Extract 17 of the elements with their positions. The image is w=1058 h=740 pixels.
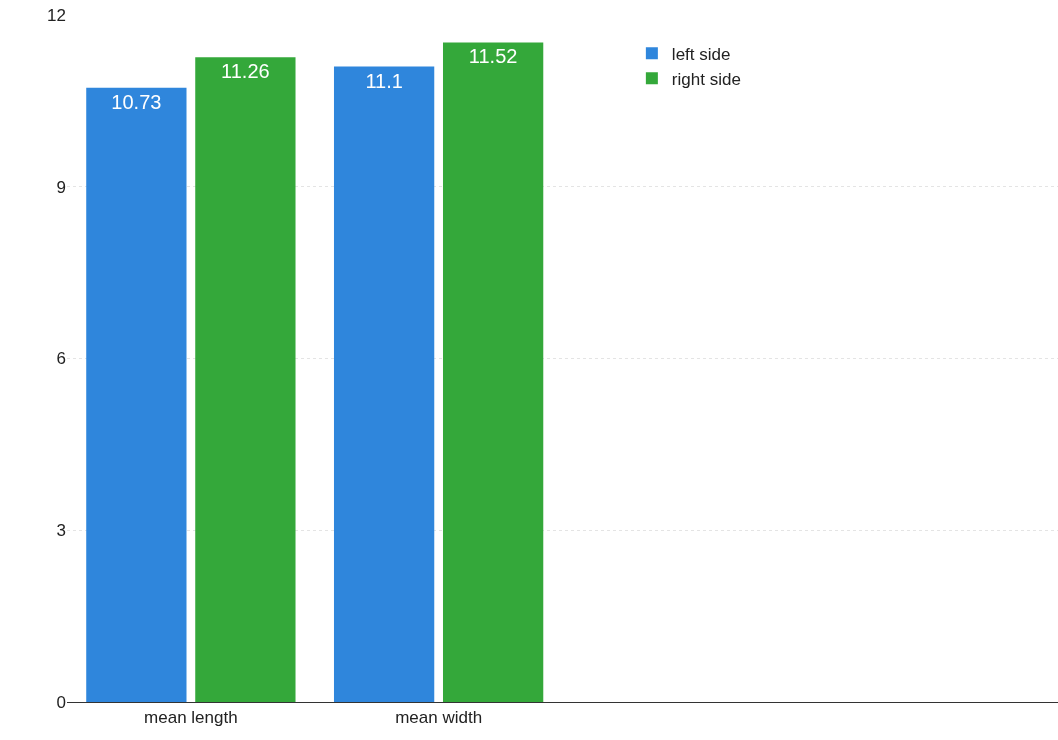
data-label: 11.26 bbox=[221, 60, 270, 83]
data-label: 11.52 bbox=[468, 45, 518, 68]
bar bbox=[442, 42, 544, 702]
x-tick-label: mean width bbox=[395, 708, 483, 728]
y-tick-label: 12 bbox=[47, 5, 66, 25]
bar bbox=[86, 87, 187, 702]
bar bbox=[195, 57, 296, 702]
bar bbox=[333, 66, 435, 702]
legend-label: right side bbox=[671, 69, 741, 89]
y-tick-label: 6 bbox=[56, 349, 66, 369]
y-tick-label: 0 bbox=[56, 692, 66, 712]
y-tick-label: 9 bbox=[56, 177, 66, 197]
data-label: 10.73 bbox=[111, 90, 162, 113]
legend-label: left side bbox=[671, 44, 731, 64]
data-label: 11.1 bbox=[365, 69, 403, 92]
x-tick-label: mean length bbox=[144, 708, 238, 728]
y-tick-label: 3 bbox=[56, 521, 66, 541]
